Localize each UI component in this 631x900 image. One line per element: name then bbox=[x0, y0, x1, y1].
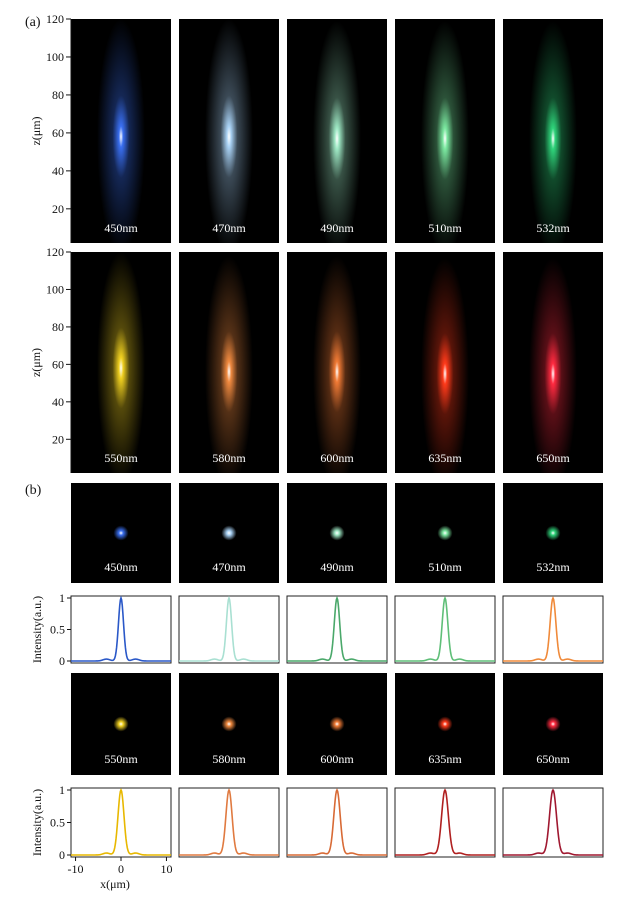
intensity-profile-line bbox=[395, 595, 495, 662]
focus-map-wavelength-label: 550nm bbox=[104, 451, 138, 465]
focal-spot-wavelength-label: 470nm bbox=[212, 560, 246, 574]
focus-map-intensity bbox=[395, 19, 495, 243]
intensity-axis-tick-label: 1 bbox=[59, 783, 65, 797]
focus-map-wavelength-label: 490nm bbox=[320, 221, 354, 235]
focus-map-wavelength-label: 470nm bbox=[212, 221, 246, 235]
focal-spot-wavelength-label: 490nm bbox=[320, 560, 354, 574]
profile-plot-frame bbox=[178, 595, 280, 664]
focal-spot bbox=[437, 525, 453, 541]
x-axis-tick-label: 0 bbox=[118, 862, 124, 876]
focal-spot-wavelength-label: 600nm bbox=[320, 752, 354, 766]
intensity-axis-tick-label: 0.5 bbox=[50, 816, 65, 830]
focal-spot bbox=[329, 525, 345, 541]
intensity-axis-tick-label: 0.5 bbox=[50, 623, 65, 637]
panel-b-label: (b) bbox=[25, 483, 42, 498]
z-axis-tick-label: 80 bbox=[52, 320, 64, 334]
intensity-axis-label: Intensity(a.u.) bbox=[30, 789, 44, 856]
profile-plot-frame bbox=[394, 595, 496, 664]
focus-map-intensity bbox=[71, 252, 171, 473]
focal-spot-wavelength-label: 550nm bbox=[104, 752, 138, 766]
focus-map-wavelength-label: 450nm bbox=[104, 221, 138, 235]
z-axis-tick-label: 40 bbox=[52, 164, 64, 178]
intensity-profile-line bbox=[71, 788, 171, 856]
focal-spot-wavelength-label: 650nm bbox=[536, 752, 570, 766]
focal-spot-wavelength-label: 580nm bbox=[212, 752, 246, 766]
intensity-profile-line bbox=[179, 788, 279, 856]
z-axis-tick-label: 20 bbox=[52, 202, 64, 216]
focus-map-wavelength-label: 600nm bbox=[320, 451, 354, 465]
intensity-axis-tick-label: 0 bbox=[59, 848, 65, 862]
focus-map-intensity bbox=[287, 19, 387, 243]
focus-map-wavelength-label: 635nm bbox=[428, 451, 462, 465]
focus-map-intensity bbox=[179, 252, 279, 473]
z-axis-label: z(μm) bbox=[29, 348, 43, 377]
focus-map-intensity bbox=[179, 19, 279, 243]
focal-spot-wavelength-label: 450nm bbox=[104, 560, 138, 574]
intensity-profile-line bbox=[395, 788, 495, 856]
intensity-axis-tick-label: 1 bbox=[59, 591, 65, 605]
z-axis-tick-label: 120 bbox=[46, 12, 64, 26]
focal-spot bbox=[437, 716, 453, 732]
focus-map-wavelength-label: 580nm bbox=[212, 451, 246, 465]
z-axis-tick-label: 60 bbox=[52, 126, 64, 140]
z-axis-tick-label: 100 bbox=[46, 50, 64, 64]
focal-spot bbox=[329, 716, 345, 732]
focal-spot-wavelength-label: 635nm bbox=[428, 752, 462, 766]
focus-map-intensity bbox=[71, 19, 171, 243]
x-axis-tick-label: -10 bbox=[68, 862, 84, 876]
intensity-profile-line bbox=[503, 788, 603, 856]
focal-spot bbox=[545, 525, 561, 541]
intensity-profile-line bbox=[71, 595, 171, 662]
intensity-profile-line bbox=[503, 595, 603, 662]
panel-a-label: (a) bbox=[25, 15, 41, 30]
z-axis-tick-label: 100 bbox=[46, 282, 64, 296]
focal-spot bbox=[113, 716, 129, 732]
z-axis-tick-label: 60 bbox=[52, 357, 64, 371]
focal-spot-wavelength-label: 510nm bbox=[428, 560, 462, 574]
x-axis-label: x(μm) bbox=[100, 877, 130, 891]
z-axis-tick-label: 20 bbox=[52, 432, 64, 446]
z-axis-tick-label: 80 bbox=[52, 88, 64, 102]
profile-plot-frame bbox=[502, 787, 604, 858]
profile-plot-frame bbox=[286, 595, 388, 664]
focal-spot bbox=[113, 525, 129, 541]
focal-spot-wavelength-label: 532nm bbox=[536, 560, 570, 574]
z-axis-tick-label: 120 bbox=[46, 245, 64, 259]
focus-map-wavelength-label: 532nm bbox=[536, 221, 570, 235]
focus-map-intensity bbox=[287, 252, 387, 473]
focus-map-intensity bbox=[395, 252, 495, 473]
intensity-axis-tick-label: 0 bbox=[59, 654, 65, 668]
profile-plot-frame bbox=[394, 787, 496, 858]
intensity-profile-line bbox=[287, 595, 387, 662]
focus-map-intensity bbox=[503, 19, 603, 243]
focus-map-intensity bbox=[503, 252, 603, 473]
focal-spot bbox=[545, 716, 561, 732]
profile-plot-frame bbox=[178, 787, 280, 858]
focal-spot bbox=[221, 525, 237, 541]
profile-plot-frame bbox=[70, 595, 172, 664]
focus-map-wavelength-label: 650nm bbox=[536, 451, 570, 465]
z-axis-label: z(μm) bbox=[29, 116, 43, 145]
z-axis-tick-label: 40 bbox=[52, 395, 64, 409]
focal-spot bbox=[221, 716, 237, 732]
profile-plot-frame bbox=[286, 787, 388, 858]
profile-plot-frame bbox=[70, 787, 172, 858]
intensity-axis-label: Intensity(a.u.) bbox=[30, 596, 44, 663]
intensity-profile-line bbox=[287, 788, 387, 856]
x-axis-tick-label: 10 bbox=[160, 862, 172, 876]
profile-plot-frame bbox=[502, 595, 604, 664]
intensity-profile-line bbox=[179, 595, 279, 662]
focus-map-wavelength-label: 510nm bbox=[428, 221, 462, 235]
